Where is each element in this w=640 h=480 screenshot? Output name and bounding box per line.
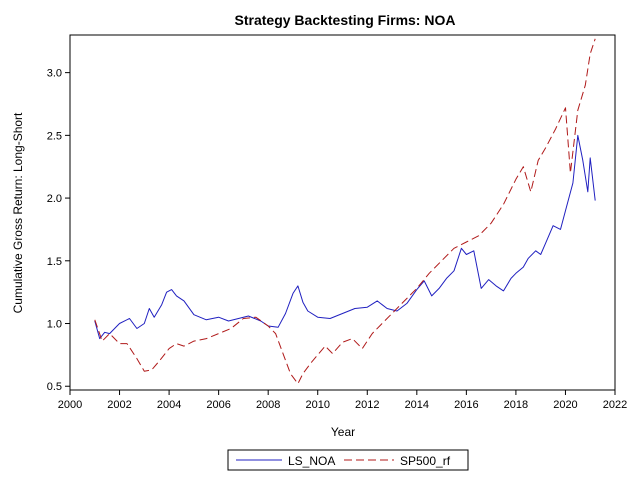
x-tick-label: 2020 (553, 399, 577, 411)
chart-title: Strategy Backtesting Firms: NOA (235, 12, 456, 28)
series-layer (94, 38, 596, 385)
x-tick-label: 2008 (256, 399, 280, 411)
x-tick-label: 2002 (107, 399, 131, 411)
y-tick-label: 1.0 (47, 319, 62, 331)
x-tick-label: 2000 (58, 399, 82, 411)
y-tick-label: 1.5 (47, 256, 62, 268)
x-tick-label: 2012 (355, 399, 379, 411)
x-tick-label: 2022 (603, 399, 627, 411)
y-tick-label: 2.5 (47, 130, 62, 142)
x-tick-label: 2006 (206, 399, 230, 411)
x-tick-label: 2016 (454, 399, 478, 411)
y-tick-label: 2.0 (47, 193, 62, 205)
y-tick-label: 3.0 (47, 68, 62, 80)
x-axis-label: Year (331, 425, 355, 439)
y-axis-label: Cumulative Gross Return: Long-Short (11, 112, 25, 313)
plot-frame (69, 34, 616, 391)
legend: LS_NOA SP500_rf (227, 449, 469, 471)
legend-label-ls-noa: LS_NOA (288, 454, 335, 468)
y-axis-ticks: 0.5 1.0 1.5 2.0 2.5 3.0 (47, 68, 70, 393)
y-tick-label: 0.5 (47, 381, 62, 393)
series-line-sp500-rf (94, 38, 596, 385)
x-tick-label: 2018 (504, 399, 528, 411)
series-line-ls-noa (94, 134, 596, 340)
x-tick-label: 2004 (157, 399, 181, 411)
x-tick-label: 2010 (305, 399, 329, 411)
legend-label-sp500-rf: SP500_rf (400, 454, 451, 468)
x-tick-label: 2014 (405, 399, 429, 411)
x-axis-ticks: 2000 2002 2004 2006 2008 2010 2012 2014 2016 2018… (58, 390, 627, 411)
